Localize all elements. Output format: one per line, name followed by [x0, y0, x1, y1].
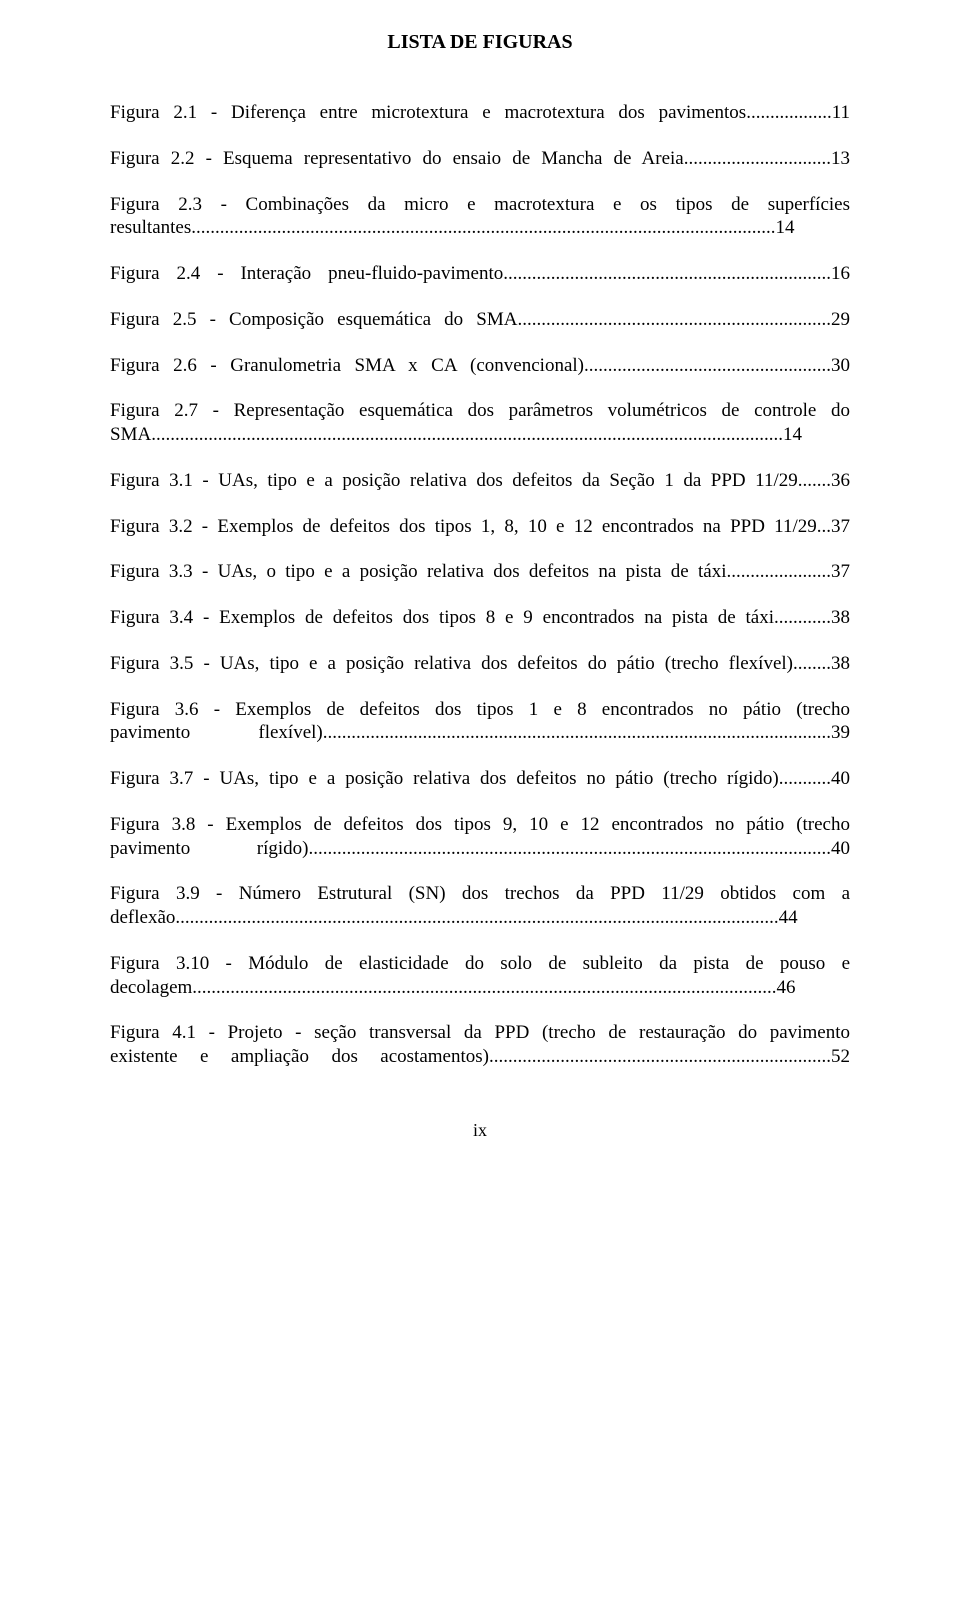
entry-text: Figura 3.3 - UAs, o tipo e a posição rel… [110, 561, 727, 582]
list-item: Figura 2.1 - Diferença entre microtextur… [110, 101, 850, 125]
entry-page: 14 [776, 217, 795, 238]
entry-text: decolagem [110, 977, 192, 998]
entry-line2: SMA.....................................… [110, 423, 850, 447]
entry-text: Figura 3.1 - UAs, tipo e a posição relat… [110, 470, 798, 491]
list-item: Figura 3.8 - Exemplos de defeitos dos ti… [110, 813, 850, 861]
entry-leader: ........................................… [151, 424, 783, 445]
entry-line1: Figura 3.8 - Exemplos de defeitos dos ti… [110, 813, 850, 837]
entry-text: existente e ampliação dos acostamentos) [110, 1046, 489, 1067]
entry-page: 38 [831, 607, 850, 628]
entry-leader: ........................................… [584, 355, 831, 376]
entry-text: Figura 3.7 - UAs, tipo e a posição relat… [110, 768, 779, 789]
entry-page: 40 [831, 838, 850, 859]
entry-page: 29 [831, 309, 850, 330]
entry-line1: Figura 3.9 - Número Estrutural (SN) dos … [110, 882, 850, 906]
entry-page: 39 [831, 722, 850, 743]
entry-text: Figura 3.2 - Exemplos de defeitos dos ti… [110, 516, 817, 537]
entry-page: 37 [831, 516, 850, 537]
entry-page: 14 [783, 424, 802, 445]
entry-page: 44 [779, 907, 798, 928]
entry-leader: ........................................… [191, 217, 775, 238]
entry-page: 38 [831, 653, 850, 674]
entry-line1: Figura 4.1 - Projeto - seção transversal… [110, 1021, 850, 1045]
entry-leader: ........ [793, 653, 831, 674]
entry-leader: ....... [798, 470, 831, 491]
entry-leader: ........................................… [503, 263, 831, 284]
list-item: Figura 2.3 - Combinações da micro e macr… [110, 193, 850, 241]
entry-page: 13 [831, 148, 850, 169]
list-item: Figura 2.4 - Interação pneu-fluido-pavim… [110, 262, 850, 286]
entry-line2: deflexão................................… [110, 906, 850, 930]
entry-line1: Figura 3.6 - Exemplos de defeitos dos ti… [110, 698, 850, 722]
entry-text: Figura 3.5 - UAs, tipo e a posição relat… [110, 653, 793, 674]
entry-text: Figura 2.4 - Interação pneu-fluido-pavim… [110, 263, 503, 284]
list-item: Figura 4.1 - Projeto - seção transversal… [110, 1021, 850, 1069]
page-number: ix [110, 1119, 850, 1142]
entry-line1: Figura 2.7 - Representação esquemática d… [110, 399, 850, 423]
list-item: Figura 3.9 - Número Estrutural (SN) dos … [110, 882, 850, 930]
list-item: Figura 3.1 - UAs, tipo e a posição relat… [110, 469, 850, 493]
entry-leader: ........................................… [323, 722, 831, 743]
entry-text: deflexão [110, 907, 175, 928]
entry-leader: ........................................… [518, 309, 832, 330]
entry-page: 36 [831, 470, 850, 491]
entry-text: Figura 3.4 - Exemplos de defeitos dos ti… [110, 607, 774, 628]
list-item: Figura 3.3 - UAs, o tipo e a posição rel… [110, 560, 850, 584]
entry-text: SMA [110, 424, 151, 445]
entry-line1: Figura 3.10 - Módulo de elasticidade do … [110, 952, 850, 976]
entry-leader: ... [817, 516, 831, 537]
list-item: Figura 2.5 - Composição esquemática do S… [110, 308, 850, 332]
entry-page: 11 [832, 102, 850, 123]
entry-line2: decolagem...............................… [110, 976, 850, 1000]
entry-page: 52 [831, 1046, 850, 1067]
entry-leader: ........................................… [175, 907, 778, 928]
entry-leader: ........................................… [192, 977, 776, 998]
list-item: Figura 3.6 - Exemplos de defeitos dos ti… [110, 698, 850, 746]
entry-page: 40 [831, 768, 850, 789]
list-item: Figura 2.2 - Esquema representativo do e… [110, 147, 850, 171]
list-item: Figura 3.10 - Módulo de elasticidade do … [110, 952, 850, 1000]
entry-leader: ........... [779, 768, 831, 789]
list-item: Figura 2.7 - Representação esquemática d… [110, 399, 850, 447]
entry-leader: ............ [774, 607, 831, 628]
list-item: Figura 3.4 - Exemplos de defeitos dos ti… [110, 606, 850, 630]
entry-page: 16 [831, 263, 850, 284]
list-item: Figura 3.5 - UAs, tipo e a posição relat… [110, 652, 850, 676]
entry-line2: pavimento flexível).....................… [110, 721, 850, 745]
entry-leader: ........................................… [489, 1046, 831, 1067]
entry-page: 46 [777, 977, 796, 998]
entry-page: 30 [831, 355, 850, 376]
entry-text: pavimento rígido) [110, 838, 309, 859]
entry-text: resultantes [110, 217, 191, 238]
entry-line2: resultantes.............................… [110, 216, 850, 240]
entry-text: Figura 2.2 - Esquema representativo do e… [110, 148, 684, 169]
entry-text: pavimento flexível) [110, 722, 323, 743]
entry-line2: pavimento rígido).......................… [110, 837, 850, 861]
entry-text: Figura 2.5 - Composição esquemática do S… [110, 309, 518, 330]
entry-page: 37 [831, 561, 850, 582]
entry-leader: ............................... [684, 148, 831, 169]
entry-line2: existente e ampliação dos acostamentos).… [110, 1045, 850, 1069]
list-item: Figura 2.6 - Granulometria SMA x CA (con… [110, 354, 850, 378]
entry-leader: ........................................… [309, 838, 832, 859]
list-item: Figura 3.2 - Exemplos de defeitos dos ti… [110, 515, 850, 539]
list-item: Figura 3.7 - UAs, tipo e a posição relat… [110, 767, 850, 791]
entry-leader: ...................... [727, 561, 832, 582]
entry-text: Figura 2.6 - Granulometria SMA x CA (con… [110, 355, 584, 376]
entry-text: Figura 2.1 - Diferença entre microtextur… [110, 102, 746, 123]
figures-list: Figura 2.1 - Diferença entre microtextur… [110, 101, 850, 1069]
page-title: LISTA DE FIGURAS [110, 30, 850, 55]
entry-leader: .................. [746, 102, 832, 123]
entry-line1: Figura 2.3 - Combinações da micro e macr… [110, 193, 850, 217]
